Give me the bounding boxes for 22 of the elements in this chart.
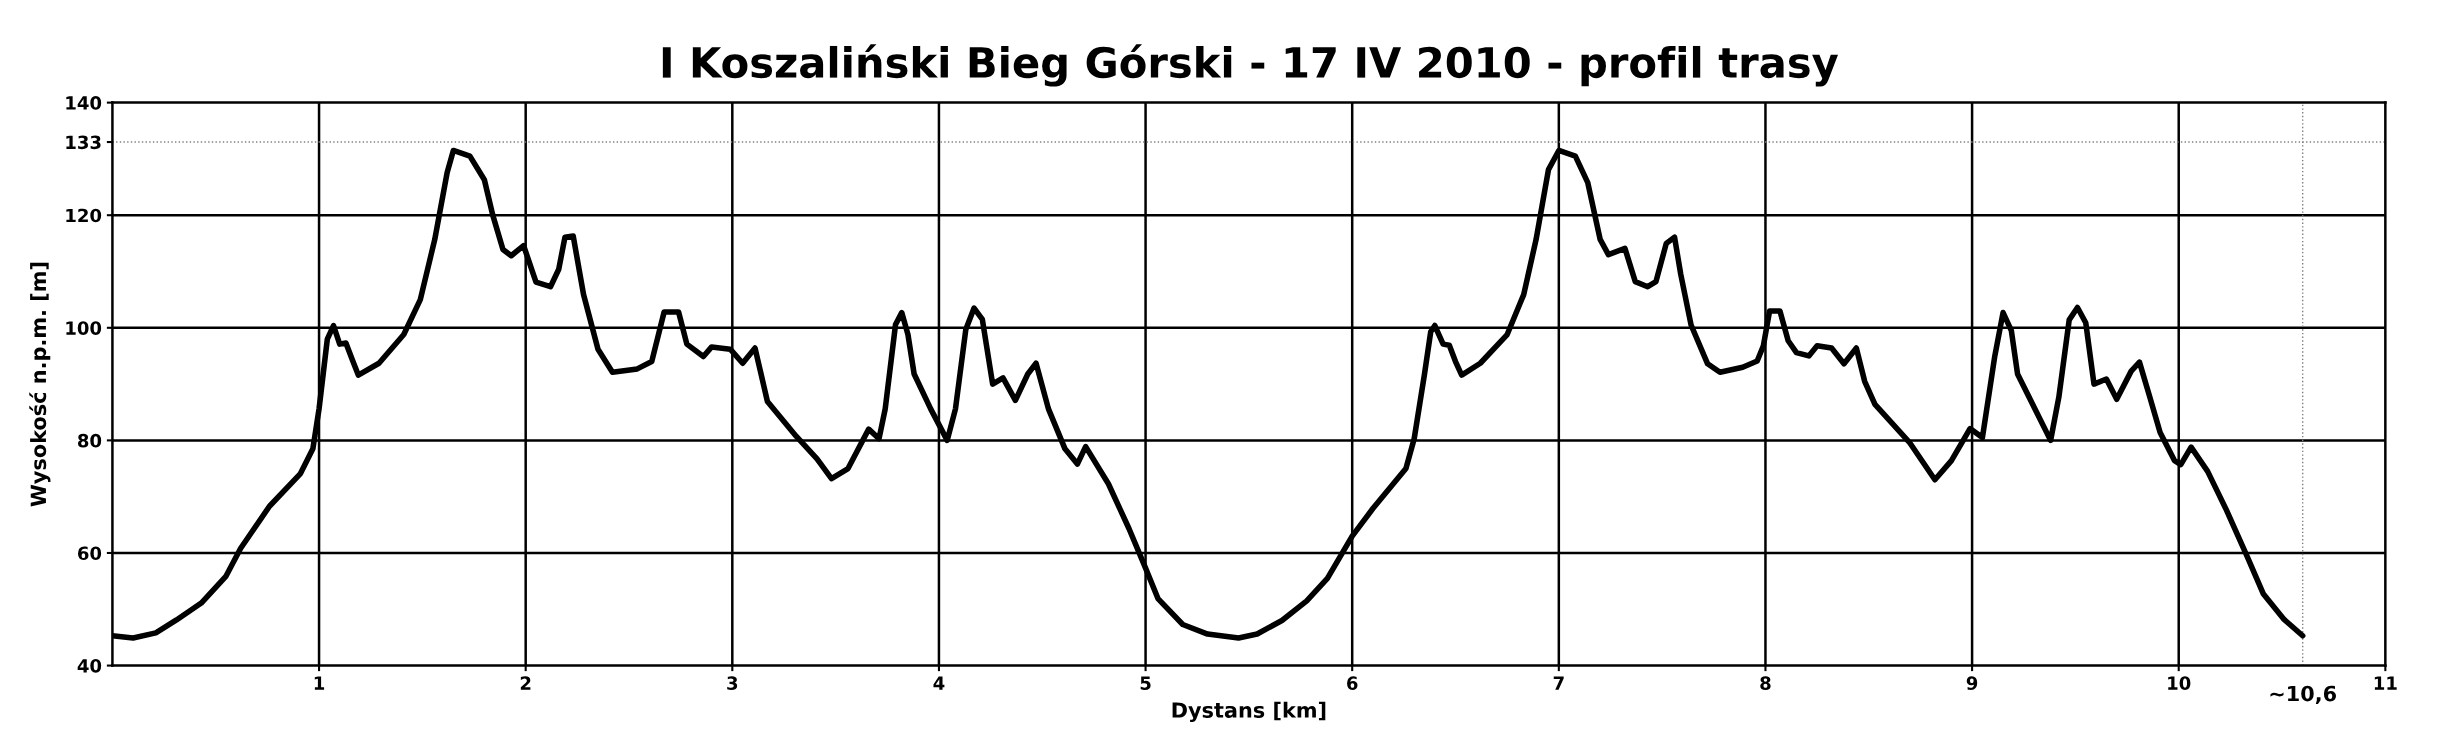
x-tick-label: 11 [2374,676,2397,690]
y-tick-label: 133 [66,135,101,150]
x-tick-label: 5 [1140,676,1151,690]
y-tick-label: 60 [78,546,102,561]
ref-line-label: ~10,6 [2270,685,2336,705]
x-tick-label: 2 [520,676,531,690]
x-tick-label: 10 [2168,676,2191,690]
y-tick-label: 80 [77,433,102,448]
y-tick-label: 100 [66,321,102,335]
x-tick-label: 6 [1347,676,1358,690]
chart-title: I Koszaliński Bieg Górski - 17 IV 2010 - profil trasy [662,44,1839,87]
y-tick-label: 40 [77,659,102,673]
y-tick-label: 120 [66,208,102,223]
x-tick-label: 3 [727,676,738,690]
y-axis-title: Wysokość n.p.m. [m] [29,262,51,507]
y-tick-label: 140 [66,96,102,110]
x-tick-label: 1 [314,676,325,690]
x-tick-label: 8 [1760,676,1771,690]
x-tick-label: 9 [1966,676,1978,690]
x-tick-label: 7 [1553,676,1564,690]
x-tick-label: 4 [933,676,945,690]
x-axis-title: Dystans [km] [1172,701,1326,723]
